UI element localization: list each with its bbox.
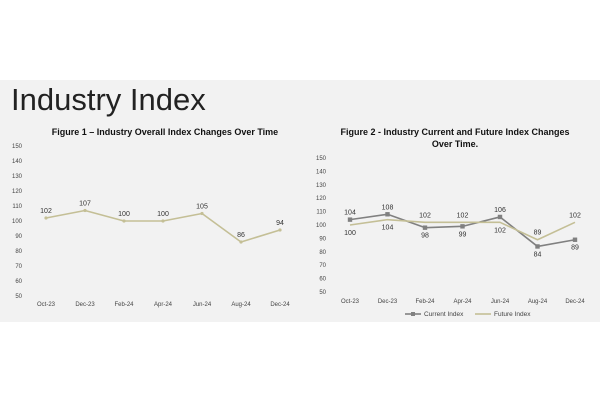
chart1-series-1-data-label: 107 (79, 201, 91, 208)
chart1-xtick-label: Feb-24 (114, 302, 134, 308)
chart1-series-1-data-label: 102 (40, 208, 52, 215)
chart1-series-1-data-label: 94 (276, 220, 284, 227)
chart2-xtick-label: Aug-24 (528, 299, 548, 305)
chart1-ytick-label: 140 (12, 159, 23, 165)
chart2-ytick-label: 100 (316, 223, 327, 229)
chart1-series-1-data-label: 86 (237, 232, 245, 239)
chart2-xtick-label: Feb-24 (415, 299, 435, 305)
chart1-ytick-label: 90 (15, 234, 22, 240)
chart2-series-2-data-label: 102 (419, 212, 431, 219)
chart2-series-1-data-label: 84 (534, 251, 542, 258)
chart2-xtick-label: Jun-24 (491, 299, 510, 305)
chart2-series-2-data-label: 104 (382, 225, 394, 232)
chart2-ytick-label: 70 (319, 263, 326, 269)
chart1-xtick-label: Dec-24 (270, 302, 290, 308)
chart1-ytick-label: 150 (12, 144, 23, 150)
chart2-series-1-point (535, 244, 540, 249)
chart1-ytick-label: 120 (12, 189, 23, 195)
chart2-series-1-data-label: 104 (344, 210, 356, 217)
chart2-xtick-label: Oct-23 (341, 299, 360, 305)
chart2-ytick-label: 150 (316, 156, 327, 162)
chart2-series-1-data-label: 89 (571, 245, 579, 252)
chart1-xtick-label: Jun-24 (193, 302, 212, 308)
chart2-ytick-label: 130 (316, 183, 327, 189)
chart2-legend-label: Future Index (494, 311, 531, 318)
chart2-series-1-point (385, 212, 390, 217)
chart1-ytick-label: 100 (12, 219, 23, 225)
slide-panel: Industry Index Figure 1 – Industry Overa… (0, 80, 600, 322)
chart2-series-1-point (422, 225, 428, 230)
chart2-series-2-line (349, 218, 576, 241)
chart2-series-1-data-label: 106 (494, 207, 506, 214)
chart2-series-1-point (497, 214, 503, 220)
chart1-series-1-data-label: 105 (196, 204, 208, 211)
chart1-series-1-data-label: 100 (118, 211, 130, 218)
chart1-series-1-point (239, 240, 243, 244)
chart2-ytick-label: 50 (319, 290, 326, 296)
chart1-series-1-point (200, 211, 204, 216)
chart1-ytick-label: 130 (12, 174, 23, 180)
chart2-ytick-label: 140 (316, 169, 327, 175)
chart2-series-2-data-label: 100 (344, 230, 356, 237)
chart1-ytick-label: 80 (15, 249, 22, 255)
chart1-ytick-label: 50 (15, 294, 22, 300)
chart1-xtick-label: Oct-23 (37, 302, 56, 308)
chart1-xtick-label: Aug-24 (231, 302, 251, 308)
chart1-ytick-label: 70 (15, 264, 22, 270)
chart1-xtick-label: Apr-24 (154, 302, 173, 308)
page-title: Industry Index (11, 82, 206, 117)
chart2-xtick-label: Dec-24 (565, 299, 585, 305)
chart1-ytick-label: 60 (15, 279, 22, 285)
chart1-xtick-label: Dec-23 (75, 302, 95, 308)
chart2-series-2-data-label: 102 (494, 227, 506, 234)
chart1-series-1-point (161, 219, 165, 223)
chart1-series-1-point (278, 228, 282, 232)
chart2-xtick-label: Dec-23 (378, 299, 398, 305)
chart2-ytick-label: 60 (319, 277, 326, 283)
chart2-legend-label: Current Index (424, 311, 464, 318)
chart1-series-1-point (122, 219, 126, 223)
chart2-series-1-data-label: 108 (382, 204, 394, 211)
chart2-series-1-point (572, 237, 578, 242)
chart2-series-1-point (460, 224, 465, 229)
chart2-ytick-label: 90 (319, 236, 326, 242)
chart1-ytick-label: 110 (12, 204, 22, 210)
chart1-title: Figure 1 – Industry Overall Index Change… (51, 127, 279, 137)
chart2-legend-marker (411, 312, 415, 316)
chart1-series-1-point (44, 216, 48, 220)
chart2-svg: 50 60 70 80 90 100 110 120 130 140 150 Oct-23 Dec-23… (316, 156, 585, 318)
chart2-series-1-data-label: 98 (421, 233, 429, 240)
chart2-series-1-data-label: 99 (459, 231, 467, 238)
chart2-ytick-label: 120 (316, 196, 327, 202)
chart2-series-2-data-label: 102 (457, 212, 469, 219)
chart2-series-2-data-label: 102 (569, 212, 581, 219)
chart1-series-1-point (83, 208, 87, 213)
chart2-title: Figure 2 - Industry Current and Future I… (340, 127, 570, 149)
chart2-series-2-data-label: 89 (534, 230, 542, 237)
chart2-series-1-point (347, 217, 353, 222)
chart2-xtick-label: Apr-24 (453, 299, 472, 305)
chart2-ytick-label: 110 (316, 210, 326, 216)
chart1-series-1-data-label: 100 (157, 211, 169, 218)
chart1-svg: 50 60 70 80 90 100 110 120 130 140 150 Oct-23 Dec-23… (12, 144, 290, 308)
chart2-ytick-label: 80 (319, 250, 326, 256)
